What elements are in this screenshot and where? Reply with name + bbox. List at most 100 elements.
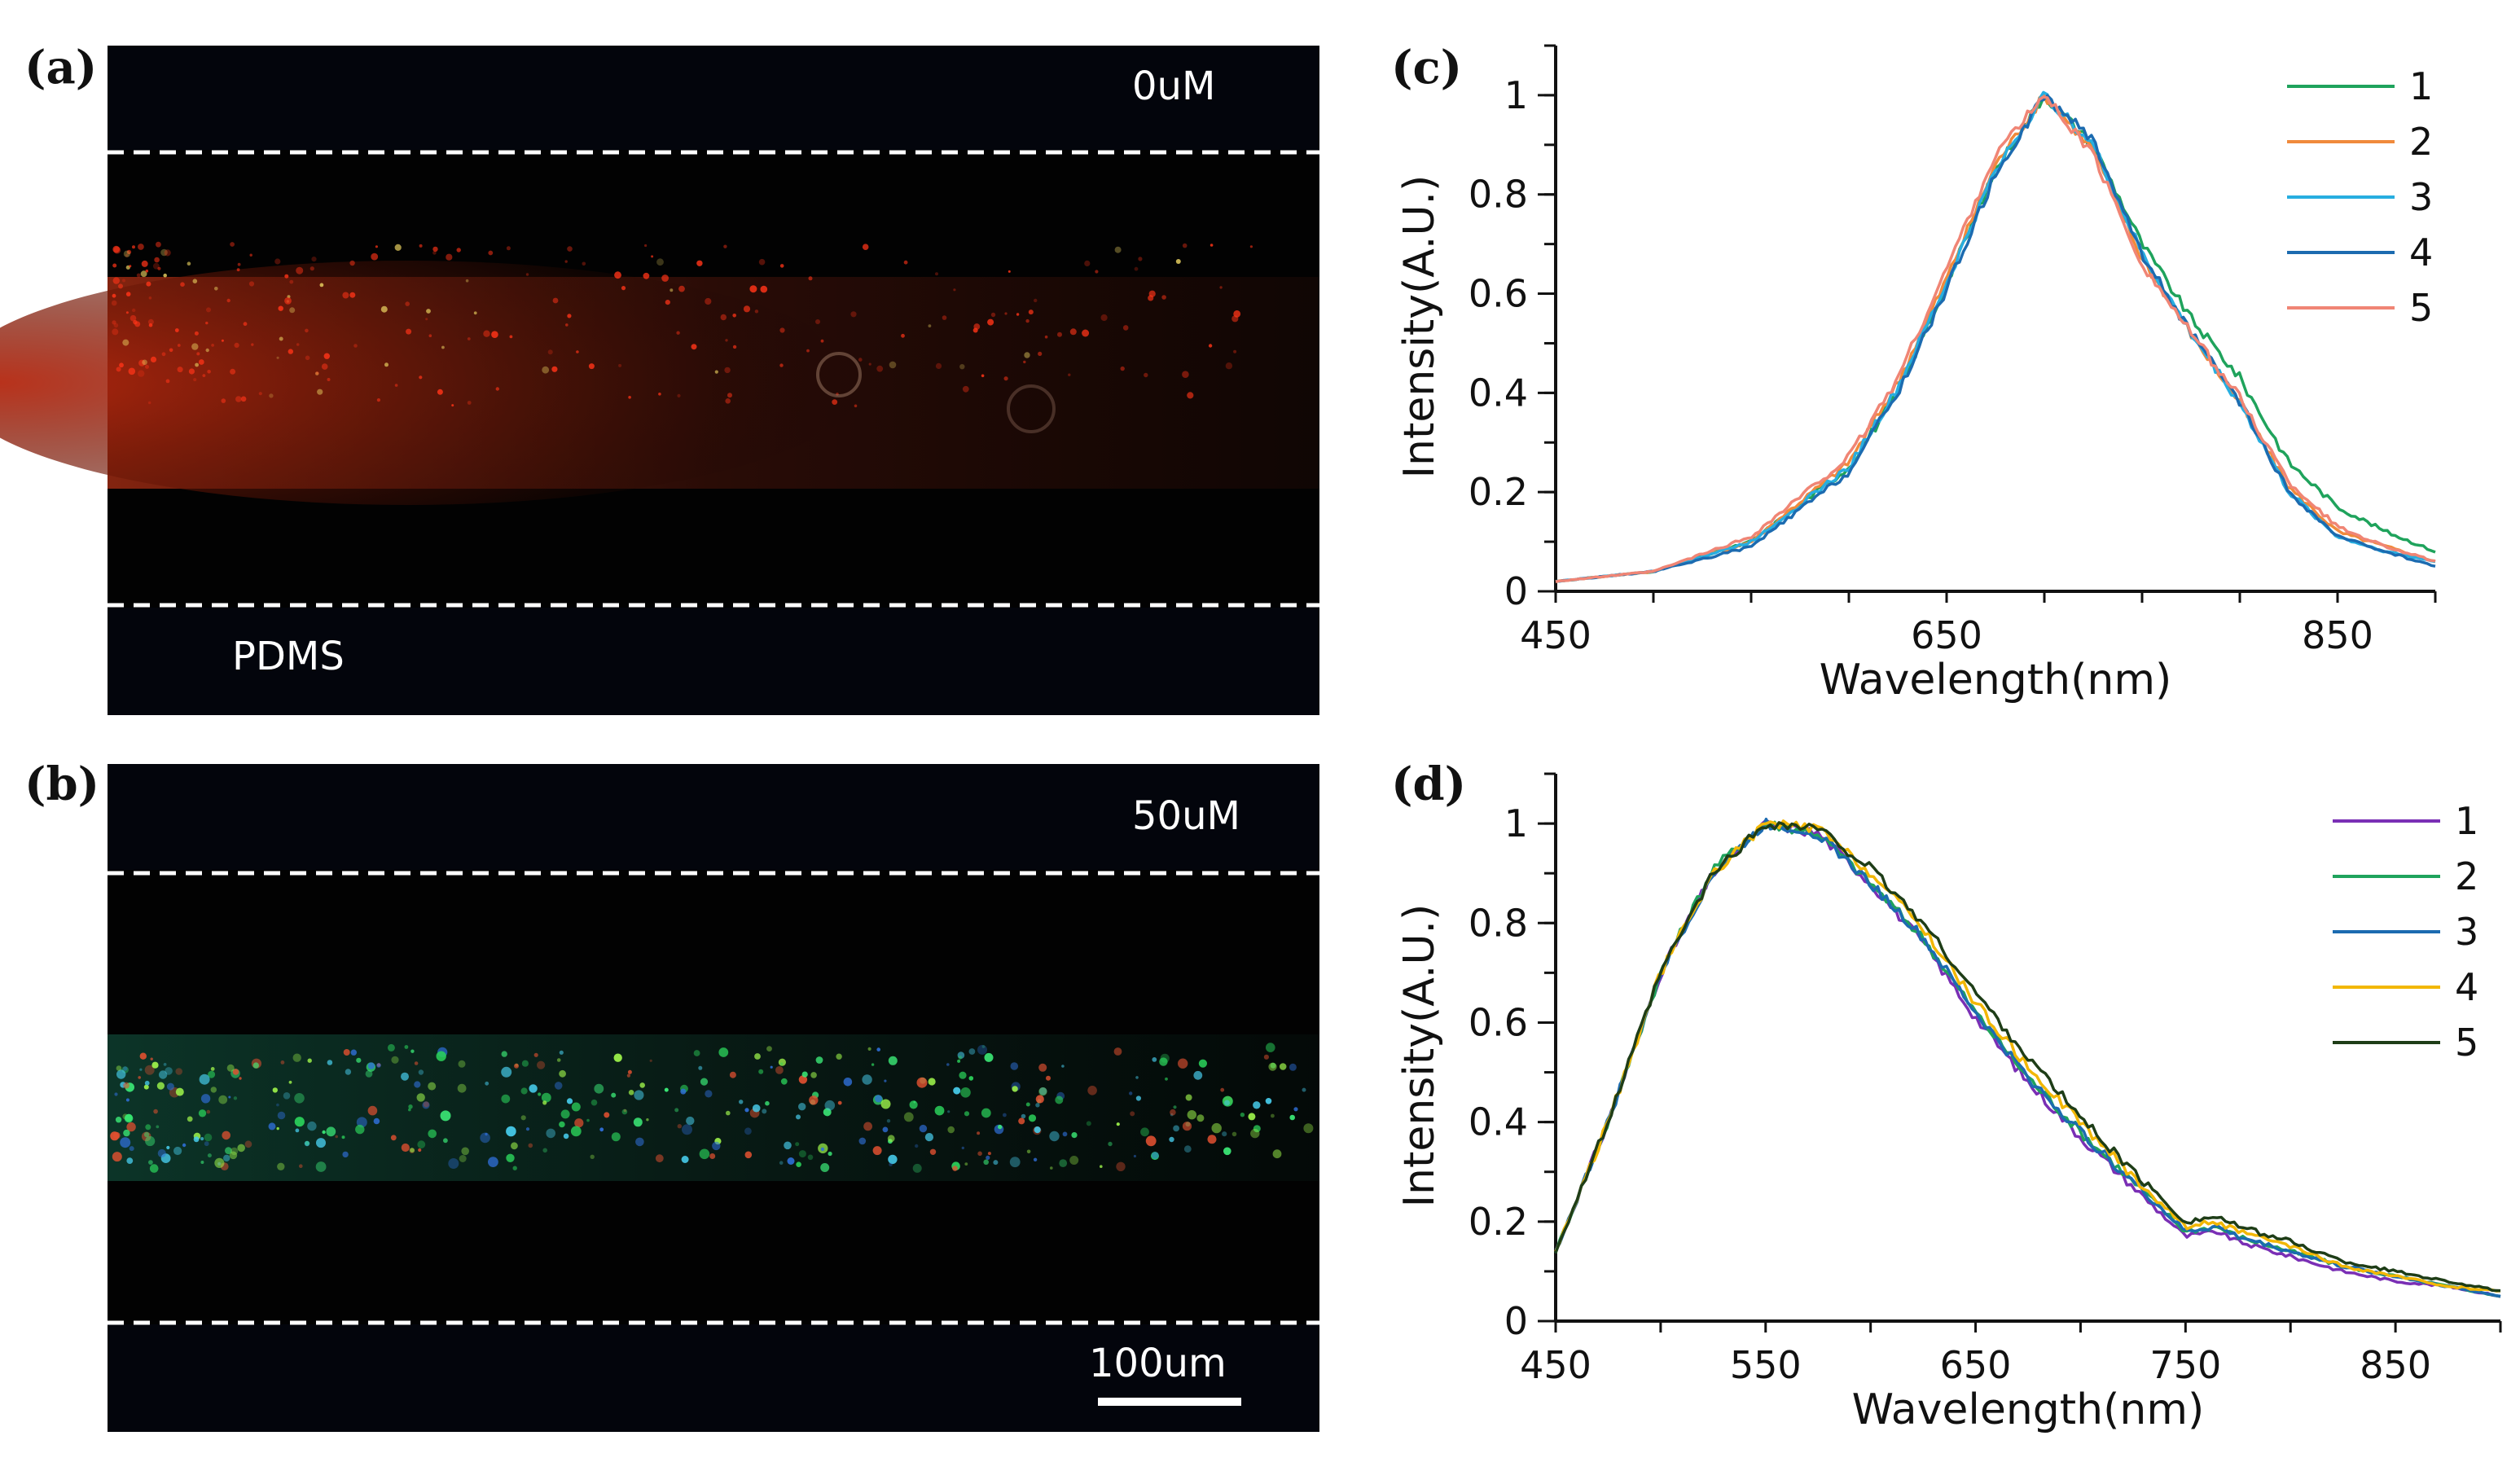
fluorescence-speck xyxy=(762,1109,767,1114)
fluorescence-speck xyxy=(796,1161,801,1167)
fluorescence-speck xyxy=(483,330,490,337)
fluorescence-speck xyxy=(987,318,994,326)
fluorescence-speck xyxy=(509,335,513,339)
fluorescence-speck xyxy=(437,389,443,395)
fluorescence-speck xyxy=(705,297,712,305)
fluorescence-speck xyxy=(686,1116,695,1126)
fluorescence-speck xyxy=(274,258,281,265)
fluorescence-speck xyxy=(465,279,469,283)
fluorescence-speck xyxy=(986,1155,990,1160)
fluorescence-speck xyxy=(541,1092,551,1103)
fluorescence-speck xyxy=(349,260,355,266)
x-axis-title: Wavelength(nm) xyxy=(1852,1385,2205,1434)
fluorescence-speck xyxy=(144,1080,150,1086)
fluorescence-speck xyxy=(823,1108,832,1117)
fluorescence-speck xyxy=(1068,373,1071,376)
fluorescence-speck xyxy=(854,404,858,408)
fluorescence-speck xyxy=(294,1117,305,1127)
y-axis-title: Intensity(A.U.) xyxy=(1395,175,1444,479)
fluorescence-speck xyxy=(528,1143,533,1148)
fluorescence-speck xyxy=(229,1151,238,1160)
fluorescence-speck xyxy=(268,1122,276,1131)
fluorescence-speck xyxy=(284,297,292,305)
fluorescence-speck xyxy=(234,342,239,348)
fluorescence-speck xyxy=(327,1060,333,1065)
fluorescence-speck xyxy=(119,362,124,368)
fluorescence-speck xyxy=(457,1083,467,1093)
fluorescence-speck xyxy=(874,1095,883,1103)
fluorescence-speck xyxy=(698,1065,703,1070)
fluorescence-speck xyxy=(623,1109,627,1113)
fluorescence-speck xyxy=(1025,1102,1030,1107)
fluorescence-speck xyxy=(887,1135,895,1143)
fluorescence-speck xyxy=(200,1137,204,1141)
fluorescence-speck xyxy=(467,337,471,340)
fluorescence-speck xyxy=(394,244,402,251)
fluorescence-speck xyxy=(744,1151,753,1159)
fluorescence-speck xyxy=(680,1088,687,1095)
fluorescence-speck xyxy=(235,396,242,402)
fluorescence-speck xyxy=(1050,1166,1053,1170)
fluorescence-speck xyxy=(977,1131,981,1135)
fluorescence-speck xyxy=(142,359,147,366)
fluorescence-speck xyxy=(658,393,661,396)
fluorescence-speck xyxy=(166,1145,170,1150)
fluorescence-speck xyxy=(1034,1126,1041,1134)
fluorescence-speck xyxy=(977,1044,987,1055)
fluorescence-speck xyxy=(134,321,141,327)
fluorescence-speck xyxy=(946,1063,950,1066)
fluorescence-speck xyxy=(909,1100,918,1109)
fluorescence-speck xyxy=(1265,1098,1272,1104)
fluorescence-speck xyxy=(501,1066,512,1078)
fluorescence-speck xyxy=(175,1068,182,1075)
fluorescence-speck xyxy=(156,1082,165,1090)
fluorescence-speck xyxy=(367,1105,378,1116)
fluorescence-speck xyxy=(1049,1131,1060,1142)
legend-label-1: 1 xyxy=(2409,64,2433,108)
fluorescence-speck xyxy=(981,1045,986,1048)
fluorescence-speck xyxy=(820,339,824,343)
fluorescence-speck xyxy=(981,1108,991,1118)
fluorescence-speck xyxy=(559,1050,564,1055)
fluorescence-speck xyxy=(957,1059,961,1063)
fluorescence-speck xyxy=(196,352,200,356)
fluorescence-speck xyxy=(373,1117,380,1125)
fluorescence-speck xyxy=(674,1108,679,1113)
fluorescence-speck xyxy=(682,1124,692,1135)
fluorescence-speck xyxy=(425,318,428,321)
fluorescence-speck xyxy=(901,333,905,338)
fluorescence-speck xyxy=(1061,1065,1065,1068)
fluorescence-speck xyxy=(113,323,119,328)
fluorescence-speck xyxy=(1210,244,1214,247)
fluorescence-speck xyxy=(599,1127,604,1132)
fluorescence-speck xyxy=(371,252,379,261)
fluorescence-speck xyxy=(1270,1062,1276,1069)
fluorescence-speck xyxy=(983,1159,989,1166)
fluorescence-speck xyxy=(962,385,969,393)
fluorescence-speck xyxy=(208,1070,216,1078)
fluorescence-speck xyxy=(345,1069,352,1075)
fluorescence-speck xyxy=(198,359,204,365)
fluorescence-speck xyxy=(1268,1062,1277,1071)
fluorescence-speck xyxy=(276,356,279,359)
fluorescence-speck xyxy=(779,363,784,367)
fluorescence-speck xyxy=(754,310,759,314)
fluorescence-speck xyxy=(780,1062,784,1065)
fluorescence-speck xyxy=(749,285,757,293)
fluorescence-speck xyxy=(676,331,680,335)
fluorescence-speck xyxy=(796,1114,801,1120)
fluorescence-speck xyxy=(126,1157,134,1164)
fluorescence-speck xyxy=(166,1082,174,1091)
fluorescence-speck xyxy=(1279,1063,1287,1070)
fluorescence-speck xyxy=(283,1092,291,1100)
fluorescence-speck xyxy=(981,374,985,378)
fluorescence-speck xyxy=(947,1110,950,1113)
fluorescence-speck xyxy=(919,1124,928,1133)
fluorescence-speck xyxy=(947,1126,955,1134)
fluorescence-speck xyxy=(125,1098,130,1102)
fluorescence-speck xyxy=(928,324,932,327)
fluorescence-speck xyxy=(193,1136,200,1143)
fluorescence-speck xyxy=(903,260,908,265)
fluorescence-speck xyxy=(627,1069,632,1074)
fluorescence-speck xyxy=(725,339,728,342)
